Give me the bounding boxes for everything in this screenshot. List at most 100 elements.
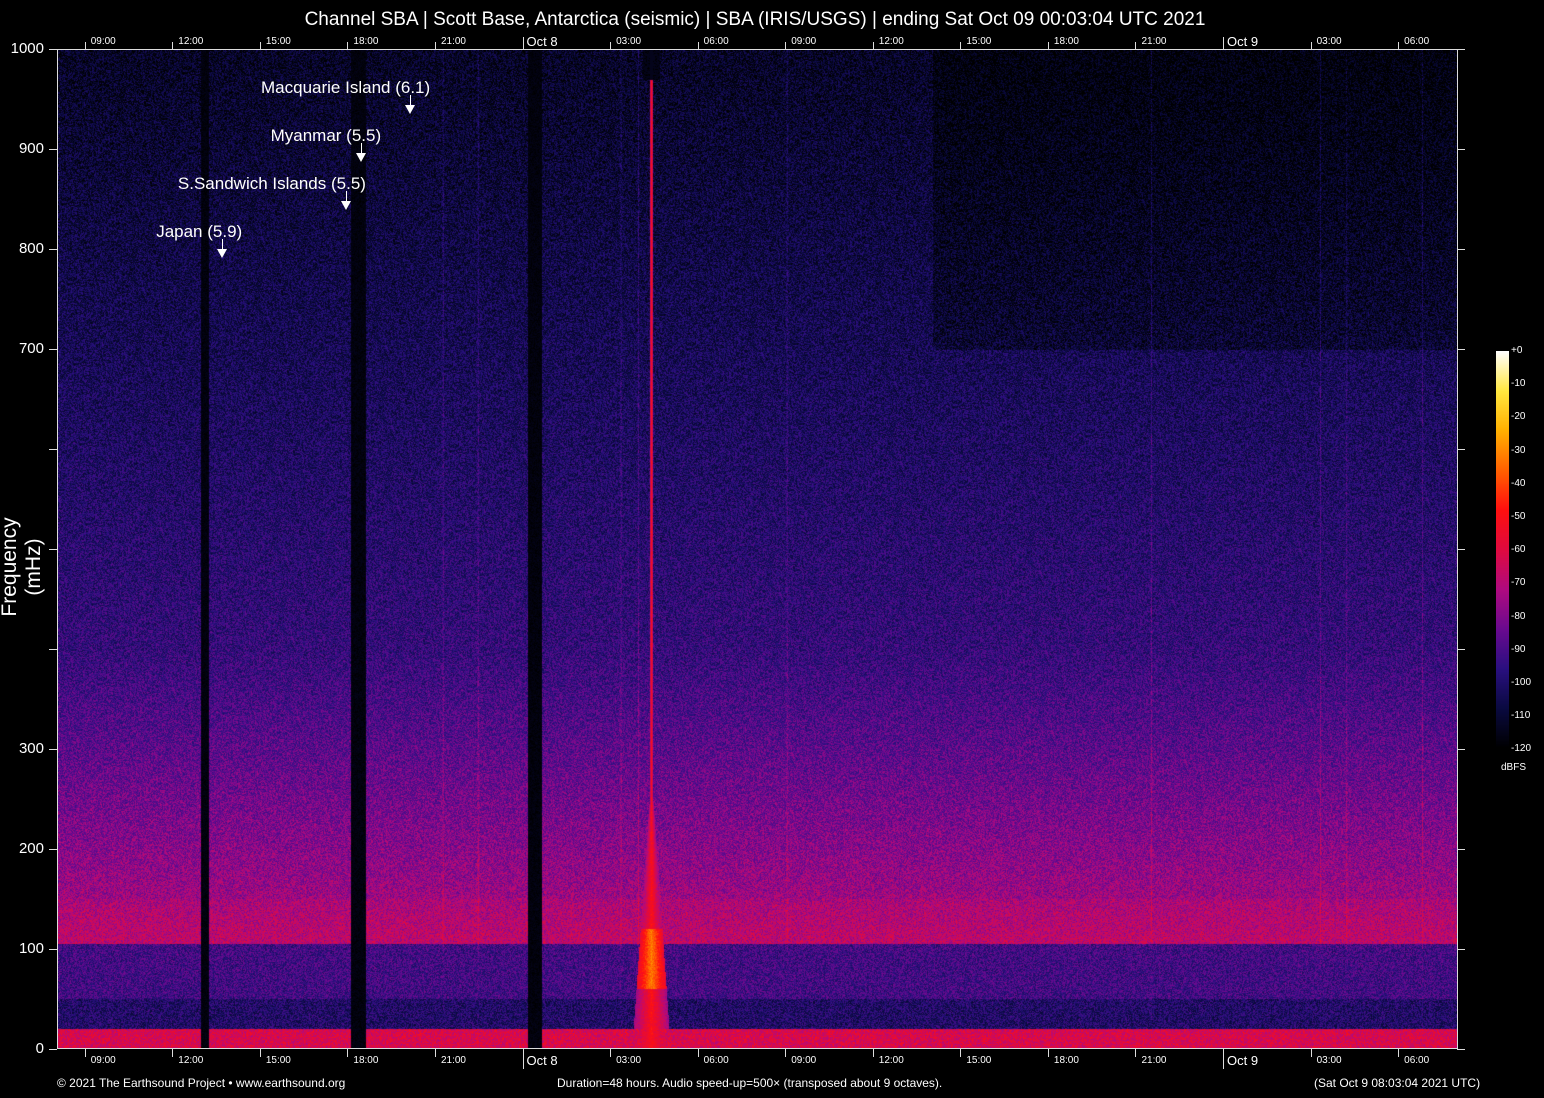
event-annotation-label: Myanmar (5.5) [270,126,382,145]
x-tick-label: 18:00 [1053,1055,1079,1066]
y-tick [49,249,57,250]
colorbar-unit: dBFS [1501,762,1527,773]
colorbar-tick-label: -50 [1511,511,1526,522]
y-tick-label: 300 [18,740,44,757]
x-tick-bottom [259,1049,261,1057]
y-tick-right [1457,249,1465,250]
x-tick-top [434,42,436,49]
event-arrow [222,239,224,251]
x-tick-top [1135,42,1137,49]
event-arrowhead [356,153,367,162]
x-tick-top [1398,42,1400,49]
event-arrow [361,143,363,155]
x-tick-label-top: 12:00 [878,36,904,47]
event-arrowhead [405,105,416,114]
x-tick-top [960,42,962,49]
x-tick-bottom [610,1049,612,1057]
y-tick-right [1457,949,1465,950]
y-axis-title: Frequency (mHz) [0,517,45,617]
x-tick-bottom [872,1049,874,1057]
x-tick-label-top: 09:00 [90,36,116,47]
chart-title: Channel SBA | Scott Base, Antarctica (se… [304,9,1206,30]
x-tick-bottom [1223,1049,1225,1069]
y-tick-label: 200 [18,840,44,857]
x-tick-label: 06:00 [703,1055,729,1066]
x-tick-label: 06:00 [1404,1055,1430,1066]
x-tick-top [697,42,699,49]
y-tick [49,949,57,950]
event-arrow [410,95,412,107]
y-tick [49,149,57,150]
x-tick-label: Oct 8 [526,1053,558,1068]
x-tick-label-top: 03:00 [1316,36,1342,47]
x-tick-top [84,42,86,49]
x-tick-top [1310,42,1312,49]
x-tick-label-top: Oct 9 [1227,34,1259,49]
y-tick-right [1457,749,1465,750]
x-tick-top [172,42,174,49]
y-tick-label: 1000 [10,40,44,57]
x-tick-top [522,37,524,49]
x-tick-label-top: 15:00 [265,36,291,47]
y-tick-right [1457,1049,1465,1050]
x-tick-bottom [960,1049,962,1057]
x-tick-bottom [84,1049,86,1057]
colorbar-tick-label: -120 [1511,743,1532,755]
x-tick-bottom [1047,1049,1049,1057]
x-tick-bottom [172,1049,174,1057]
y-tick [49,49,57,50]
x-tick-label-top: 06:00 [703,36,729,47]
y-tick-label: 100 [18,940,44,957]
y-tick-right [1457,549,1465,550]
y-tick-right [1457,649,1465,650]
event-annotation-label: Japan (5.9) [156,222,243,241]
local-time-text: (Sat Oct 9 08:03:04 2021 UTC) [1314,1076,1481,1090]
x-tick-label: 09:00 [791,1055,817,1066]
colorbar-tick-label: -10 [1511,378,1526,390]
x-tick-label-top: 09:00 [791,36,817,47]
event-annotation-label: Macquarie Island (6.1) [261,78,431,97]
x-tick-label-top: 18:00 [1053,36,1079,47]
y-tick-label: 700 [18,340,44,357]
y-tick [49,849,57,850]
x-tick-label: 12:00 [878,1055,904,1066]
colorbar [1496,351,1509,749]
colorbar-tick-label: +0 [1511,345,1523,356]
y-tick-right [1457,449,1465,450]
y-tick-label: 900 [18,140,44,157]
colorbar-tick-label: -70 [1511,577,1526,589]
colorbar-tick-label: -60 [1511,544,1526,556]
x-tick-label: 15:00 [966,1055,992,1066]
colorbar-tick-label: -110 [1511,710,1531,722]
y-tick-right [1457,49,1465,50]
event-arrowhead [340,201,351,210]
x-tick-label: 03:00 [616,1055,642,1066]
colorbar-tick-label: -90 [1511,643,1526,655]
x-tick-label-top: 21:00 [1141,36,1167,47]
x-tick-label: 18:00 [353,1055,379,1066]
x-tick-bottom [522,1049,524,1069]
x-tick-label: 03:00 [1316,1055,1342,1066]
y-tick [49,649,57,650]
x-tick-label: 15:00 [265,1055,291,1066]
spectrogram-plot [57,49,1458,1049]
duration-text: Duration=48 hours. Audio speed-up=500× (… [557,1076,943,1090]
y-tick-label: 800 [18,240,44,257]
x-tick-label-top: 06:00 [1404,36,1430,47]
y-tick-right [1457,149,1465,150]
x-tick-top [610,42,612,49]
x-tick-top [1047,42,1049,49]
y-tick-right [1457,849,1465,850]
x-tick-label-top: 12:00 [178,36,204,47]
x-tick-label-top: Oct 8 [526,34,558,49]
x-tick-label: 12:00 [178,1055,204,1066]
x-tick-label-top: 21:00 [440,36,466,47]
x-tick-label: 21:00 [440,1055,466,1066]
copyright-text: © 2021 The Earthsound Project • www.eart… [57,1076,346,1090]
x-tick-top [1223,37,1225,49]
x-tick-label: 09:00 [90,1055,116,1066]
y-tick [49,549,57,550]
colorbar-tick-label: -80 [1511,610,1526,622]
x-tick-label-top: 18:00 [353,36,379,47]
y-tick [49,749,57,750]
